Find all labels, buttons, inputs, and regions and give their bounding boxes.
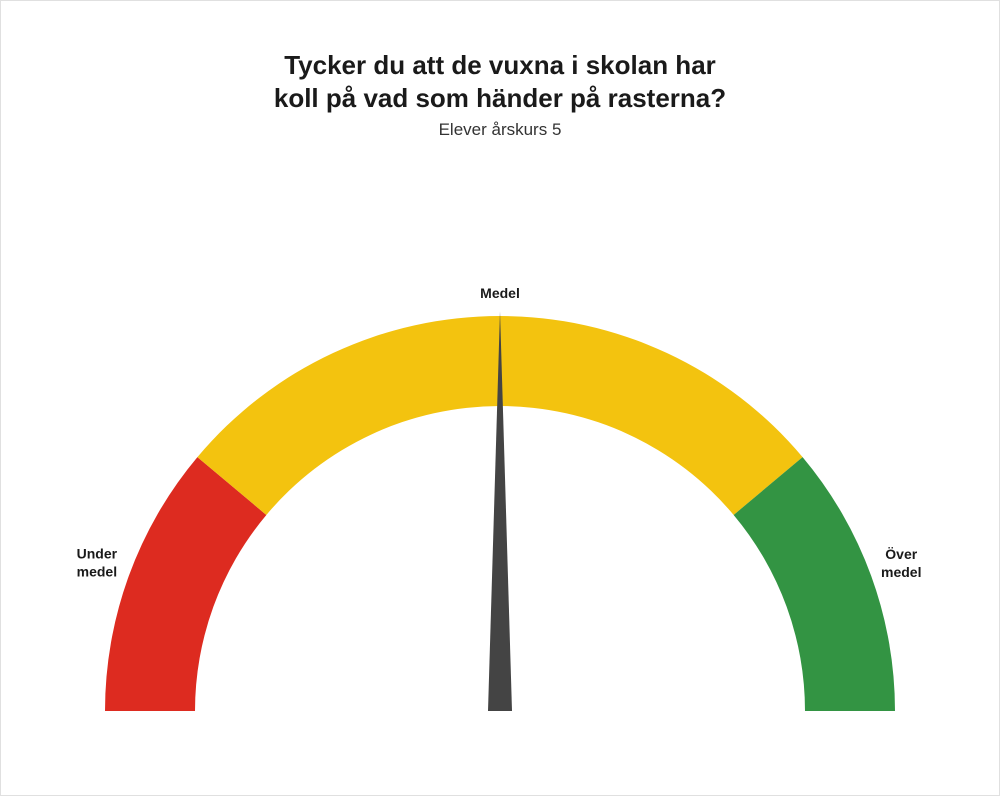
- gauge-label: Medel: [480, 285, 520, 301]
- gauge-label: medel: [881, 564, 921, 580]
- gauge-label: medel: [77, 563, 117, 579]
- chart-title: Tycker du att de vuxna i skolan har koll…: [1, 49, 999, 114]
- chart-subtitle: Elever årskurs 5: [1, 120, 999, 140]
- title-block: Tycker du att de vuxna i skolan har koll…: [1, 49, 999, 140]
- chart-frame: Tycker du att de vuxna i skolan har koll…: [0, 0, 1000, 796]
- gauge-label: Över: [885, 546, 917, 562]
- gauge-segment: [734, 457, 895, 711]
- gauge-svg: Medel Under medel Över medel: [50, 181, 950, 751]
- gauge-segment: [105, 457, 266, 711]
- gauge-chart: Medel Under medel Över medel: [50, 181, 950, 751]
- gauge-label: Under: [77, 545, 118, 561]
